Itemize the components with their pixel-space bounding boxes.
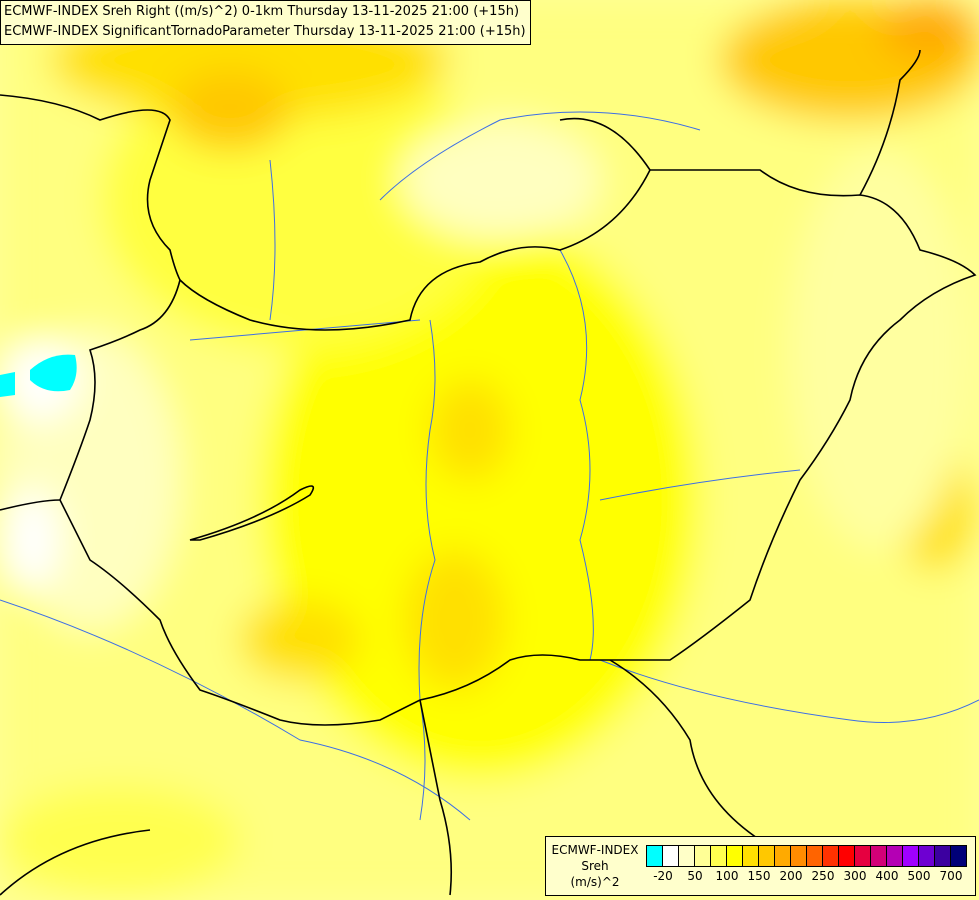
- country-borders: [0, 49, 977, 896]
- legend-color-box: [663, 846, 679, 866]
- legend-color-box: [759, 846, 775, 866]
- legend-tick-label: 200: [779, 869, 803, 883]
- legend-tick-label: -20: [653, 869, 673, 883]
- legend-tick-label: 50: [687, 869, 703, 883]
- legend-variable: Sreh: [581, 859, 609, 873]
- legend-color-box: [935, 846, 951, 866]
- negative-sreh-area: [0, 354, 77, 397]
- title-line-stp: ECMWF-INDEX SignificantTornadoParameter …: [4, 24, 526, 39]
- legend-color-box: [791, 846, 807, 866]
- legend-color-box: [951, 846, 966, 866]
- legend-tick-label: 400: [875, 869, 899, 883]
- legend-name: ECMWF-INDEX: [551, 843, 639, 857]
- legend-colorbar: [646, 845, 967, 867]
- legend-color-box: [919, 846, 935, 866]
- legend-color-box: [775, 846, 791, 866]
- legend-color-box: [839, 846, 855, 866]
- legend-color-box: [711, 846, 727, 866]
- legend-color-box: [823, 846, 839, 866]
- legend-tick-label: 150: [747, 869, 771, 883]
- title-line-sreh: ECMWF-INDEX Sreh Right ((m/s)^2) 0-1km T…: [4, 4, 520, 19]
- legend-color-box: [807, 846, 823, 866]
- legend-color-box: [727, 846, 743, 866]
- legend-tick-label: 100: [715, 869, 739, 883]
- legend-color-box: [679, 846, 695, 866]
- legend-tick-label: 500: [907, 869, 931, 883]
- legend-title: ECMWF-INDEX Sreh (m/s)^2: [546, 842, 644, 890]
- legend-tick-label: 300: [843, 869, 867, 883]
- legend-color-box: [903, 846, 919, 866]
- legend-color-box: [871, 846, 887, 866]
- legend-color-box: [743, 846, 759, 866]
- legend-unit: (m/s)^2: [570, 875, 620, 889]
- map-title-box: ECMWF-INDEX Sreh Right ((m/s)^2) 0-1km T…: [0, 0, 531, 45]
- legend-tick-label: 700: [939, 869, 963, 883]
- legend-color-box: [647, 846, 663, 866]
- legend-color-box: [855, 846, 871, 866]
- rivers: [0, 111, 979, 821]
- legend-tick-label: 250: [811, 869, 835, 883]
- legend-color-box: [887, 846, 903, 866]
- color-legend: ECMWF-INDEX Sreh (m/s)^2 -20 50 100 150 200 2…: [545, 836, 976, 896]
- legend-color-box: [695, 846, 711, 866]
